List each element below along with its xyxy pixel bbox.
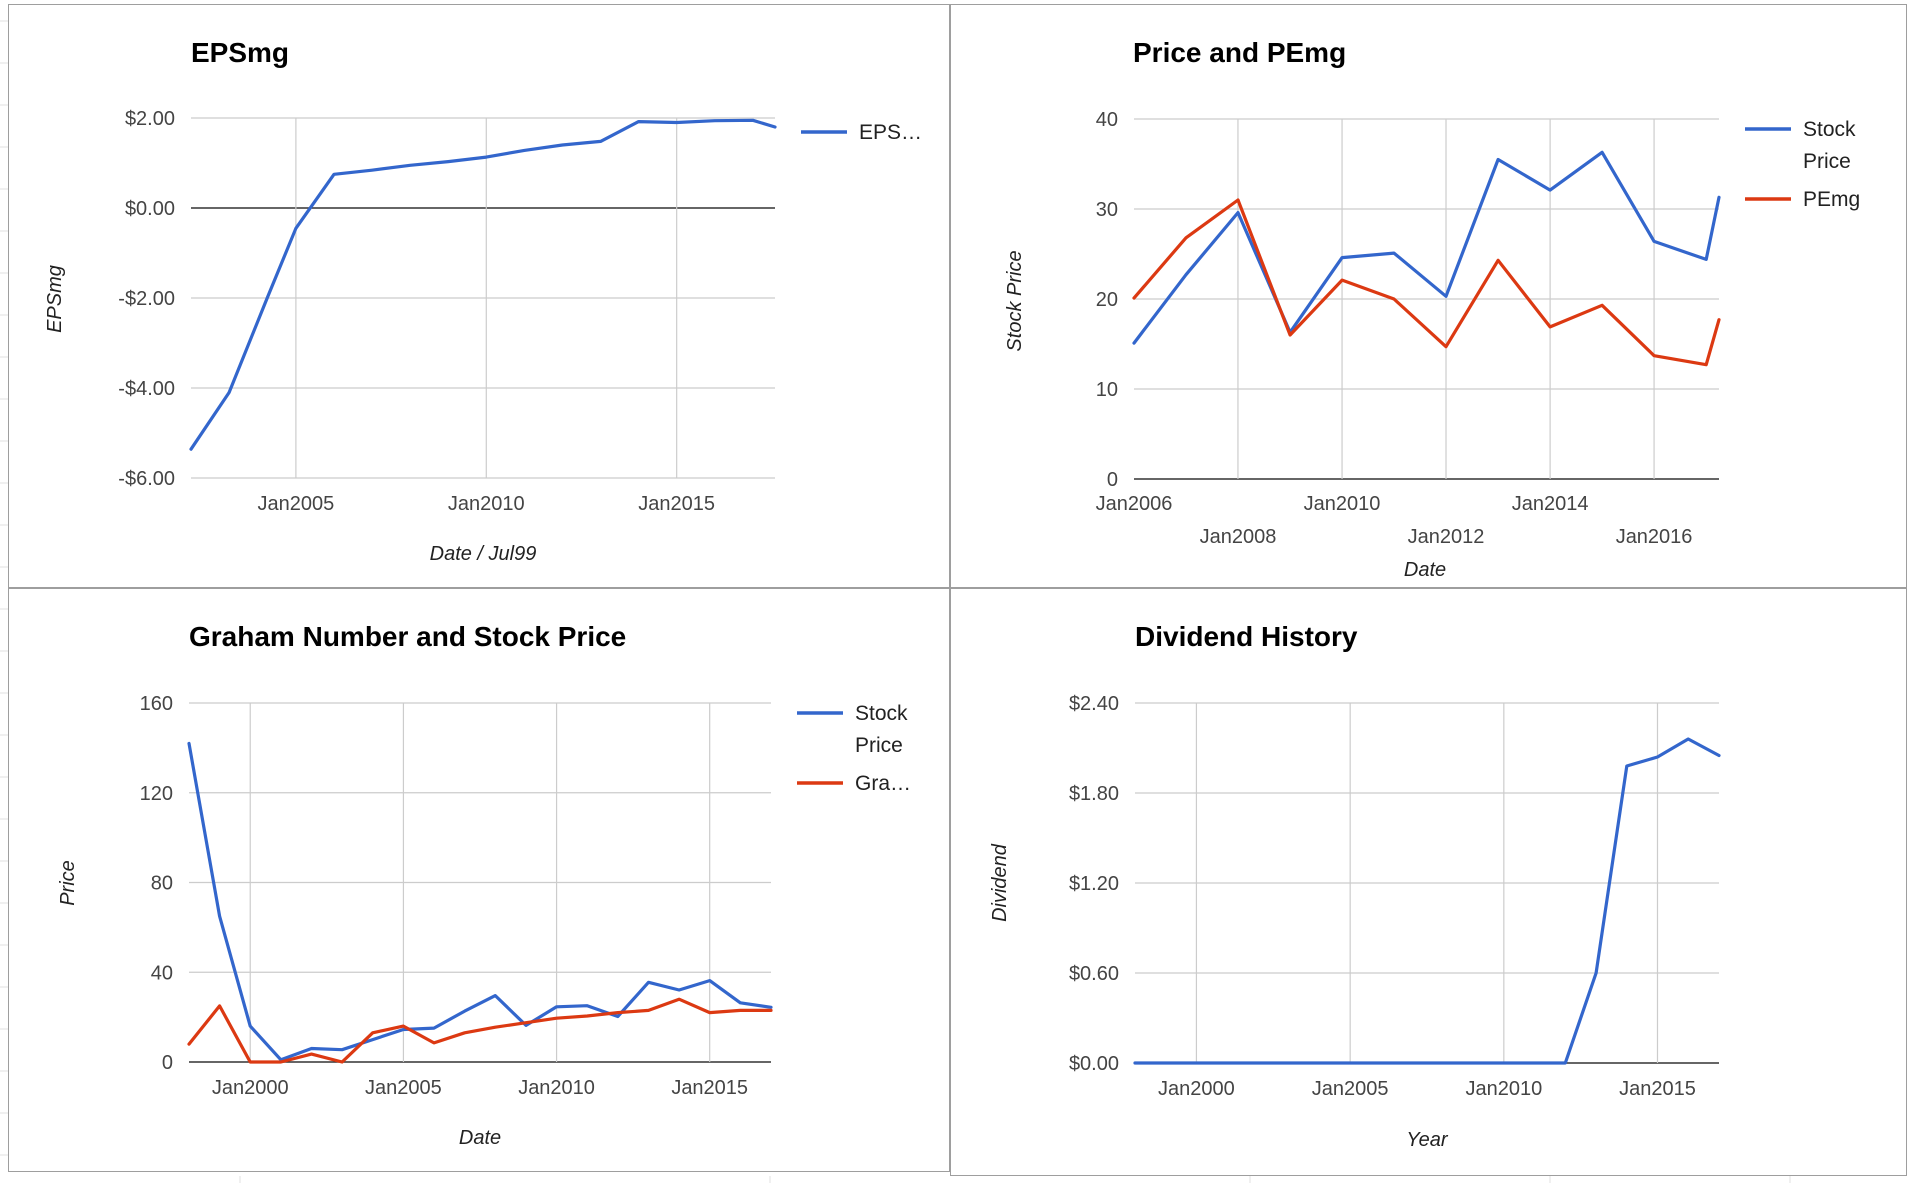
x-tick-label: Jan2005 [365,1077,442,1099]
series-line-primary [187,741,773,1062]
y-tick-label: -$2.00 [118,288,175,310]
legend-label: Gra… [855,772,911,795]
y-tick-label: 30 [1096,199,1118,221]
y-axis-label: Price [57,860,79,906]
x-axis-label: Year [1406,1129,1448,1151]
y-tick-label: $0.60 [1069,963,1119,985]
y-tick-label: 20 [1096,289,1118,311]
x-tick-label: Jan2005 [1312,1078,1389,1100]
legend-label: EPS… [859,121,922,144]
y-tick-label: $1.80 [1069,783,1119,805]
y-tick-label: 0 [162,1052,173,1074]
chart-title: Price and PEmg [1133,37,1346,68]
legend-label: PEmg [1803,188,1860,211]
y-tick-label: -$6.00 [118,468,175,490]
y-tick-label: -$4.00 [118,378,175,400]
x-tick-label: Jan2005 [258,493,335,515]
x-tick-label: Jan2000 [212,1077,289,1099]
y-axis-label: Dividend [989,843,1011,922]
series-line-primary [1133,737,1721,1065]
x-tick-label: Jan2010 [1465,1078,1542,1100]
y-tick-label: $2.00 [125,108,175,130]
chart-epsmg: EPSmg $2.00 $0.00 -$2.00 -$4.00 -$6.00 Jan200… [44,37,922,565]
y-axis-label: Stock Price [1004,250,1026,351]
legend-label: Stock [1803,118,1856,141]
chart-dividend: Dividend History $2.40 $1.80 $1.20 $0.60 $0.… [989,621,1721,1151]
x-tick-label: Jan2010 [518,1077,595,1099]
x-tick-label: Jan2012 [1408,526,1485,548]
y-tick-label: $2.40 [1069,693,1119,715]
x-tick-label: Jan2010 [1304,493,1381,515]
y-tick-label: $0.00 [125,198,175,220]
x-tick-label: Jan2010 [448,493,525,515]
y-tick-label: 120 [140,783,173,805]
chart-title: Dividend History [1135,621,1358,652]
y-tick-label: $0.00 [1069,1053,1119,1075]
x-tick-label: Jan2006 [1096,493,1173,515]
x-axis-label: Date [1404,559,1446,581]
series-line-secondary [1132,198,1721,367]
series-line-secondary [187,997,773,1064]
x-tick-label: Jan2016 [1616,526,1693,548]
x-tick-label: Jan2008 [1200,526,1277,548]
series-line-primary [189,118,777,451]
chart-title: Graham Number and Stock Price [189,621,626,652]
y-tick-label: 80 [151,873,173,895]
series-line-primary [1132,150,1721,345]
y-tick-label: 160 [140,693,173,715]
x-tick-label: Jan2000 [1158,1078,1235,1100]
chart-graham: Graham Number and Stock Price 160 120 80 40… [57,621,911,1149]
chart-panel-price-pemg[interactable]: Price and PEmg 40 30 20 10 0 Jan2006 Jan2008 Ja… [950,4,1907,588]
legend-label: Price [855,734,903,757]
x-tick-label: Jan2014 [1512,493,1589,515]
legend-label: Price [1803,150,1851,173]
y-tick-label: $1.20 [1069,873,1119,895]
x-tick-label: Jan2015 [1619,1078,1696,1100]
y-tick-label: 0 [1107,469,1118,491]
chart-title: EPSmg [191,37,289,68]
x-tick-label: Jan2015 [671,1077,748,1099]
chart-panel-dividend[interactable]: Dividend History $2.40 $1.80 $1.20 $0.60 $0.… [950,588,1907,1176]
chart-panel-epsmg[interactable]: EPSmg $2.00 $0.00 -$2.00 -$4.00 -$6.00 Jan200… [8,4,950,588]
x-axis-label: Date / Jul99 [430,543,537,565]
y-axis-label: EPSmg [44,265,66,333]
y-tick-label: 10 [1096,379,1118,401]
chart-panel-graham[interactable]: Graham Number and Stock Price 160 120 80 40… [8,588,950,1172]
x-axis-label: Date [459,1127,501,1149]
y-tick-label: 40 [151,962,173,984]
y-tick-label: 40 [1096,109,1118,131]
x-tick-label: Jan2015 [638,493,715,515]
legend-label: Stock [855,702,908,725]
